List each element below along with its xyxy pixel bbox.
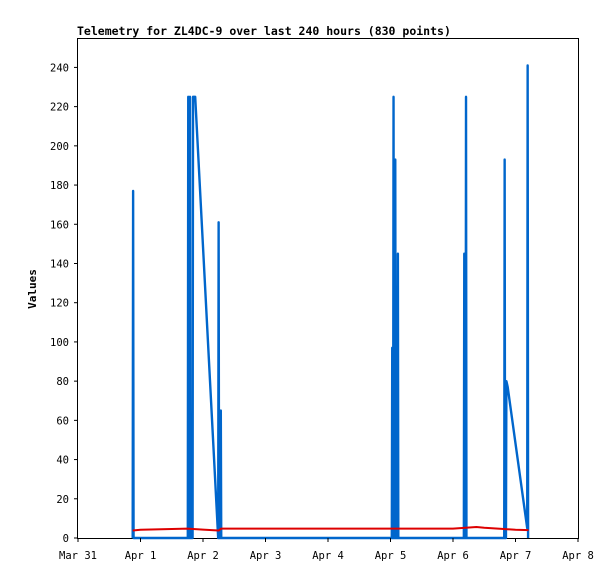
x-tick-label: Apr 7 (500, 550, 532, 562)
y-tick-label: 160 (50, 219, 69, 231)
y-tick-label: 180 (50, 180, 69, 192)
x-tick-label: Apr 4 (312, 550, 344, 562)
x-tick-label: Apr 5 (375, 550, 407, 562)
y-tick-label: 20 (56, 494, 69, 506)
y-tick-label: 100 (50, 337, 69, 349)
y-tick-label: 60 (56, 415, 69, 427)
x-tick-label: Apr 2 (187, 550, 219, 562)
y-axis-label: Values (26, 269, 39, 309)
y-tick-label: 240 (50, 62, 69, 74)
y-tick-label: 120 (50, 298, 69, 310)
y-tick-label: 40 (56, 455, 69, 467)
x-tick-label: Apr 3 (250, 550, 282, 562)
x-tick-label: Apr 8 (562, 550, 594, 562)
y-tick-label: 200 (50, 141, 69, 153)
x-tick-label: Apr 6 (437, 550, 469, 562)
series-line-2 (132, 526, 529, 532)
chart-title: Telemetry for ZL4DC-9 over last 240 hour… (77, 24, 451, 38)
y-tick-label: 220 (50, 102, 69, 114)
series-layer (131, 64, 530, 540)
x-tick-label: Mar 31 (59, 550, 97, 562)
y-tick-label: 140 (50, 258, 69, 270)
y-tick-label: 0 (63, 533, 69, 545)
x-tick-label: Apr 1 (125, 550, 157, 562)
series-line-1 (131, 64, 530, 540)
y-axis: 0 20 40 60 80 100 120 140 160 180 200 220 240 (50, 62, 78, 545)
y-tick-label: 80 (56, 376, 69, 388)
x-axis: Mar 31 Apr 1 Apr 2 Apr 3 Apr 4 Apr 5 Apr 6 Apr … (59, 538, 594, 562)
